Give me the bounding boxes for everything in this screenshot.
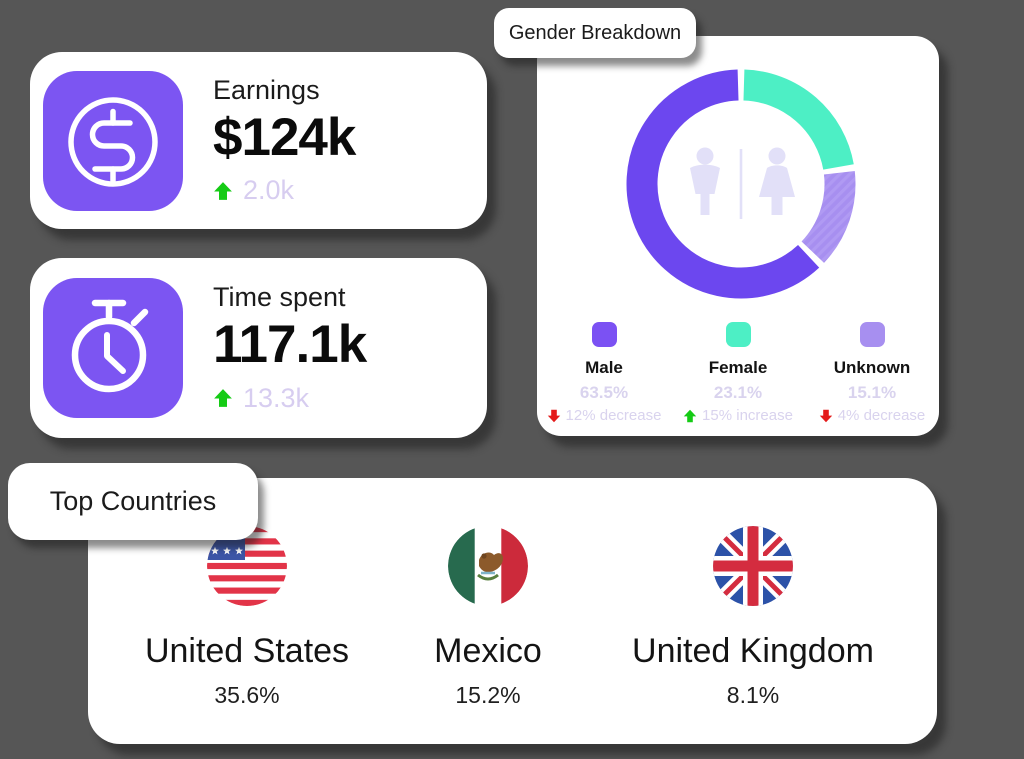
- stat-change: 2.0k: [213, 175, 355, 206]
- legend-label: Male: [585, 358, 623, 377]
- pill-text: Gender Breakdown: [508, 21, 682, 44]
- stat-label: Time spent: [213, 282, 346, 313]
- gender-donut-chart: [626, 69, 856, 299]
- country-name: Mexico: [434, 632, 542, 670]
- male-color-swatch: [591, 322, 617, 347]
- mexico-flag-icon: [448, 526, 528, 606]
- dollar-coin-icon: [43, 70, 183, 211]
- stat-value: $124k: [213, 107, 356, 167]
- country-item-united-kingdom: United Kingdom 8.1%: [608, 478, 898, 744]
- down-arrow-icon: [819, 409, 833, 423]
- time-spent-stat-card[interactable]: Time spent 117.1k 13.3k: [30, 258, 487, 438]
- up-arrow-icon: [213, 388, 233, 408]
- legend-change-text: 15% increase: [702, 407, 793, 424]
- legend-item-unknown[interactable]: Unknown 15.1% 4% decrease: [805, 322, 939, 424]
- stat-value: 117.1k: [213, 315, 367, 375]
- country-item-mexico: Mexico 15.2%: [408, 478, 568, 744]
- legend-item-male[interactable]: Male 63.5% 12% decrease: [537, 322, 671, 424]
- restroom-figures-icon: [690, 147, 795, 219]
- country-share: 8.1%: [726, 682, 780, 708]
- time-card-content: Time spent 117.1k 13.3k: [30, 258, 487, 438]
- country-item-united-states: United States 35.6%: [102, 478, 392, 744]
- country-share: 35.6%: [214, 682, 280, 708]
- earnings-text-block: Earnings $124k 2.0k: [213, 74, 356, 207]
- gender-legend: Male 63.5% 12% decrease Female 23.1% 15%…: [537, 322, 939, 424]
- unknown-color-swatch: [859, 322, 885, 347]
- stat-change-value: 2.0k: [243, 175, 295, 206]
- pill-text: Top Countries: [49, 486, 217, 516]
- earnings-stat-card[interactable]: Earnings $124k 2.0k: [30, 52, 487, 229]
- united-kingdom-flag-icon: [713, 526, 793, 606]
- donut-segment-unknown[interactable]: [801, 170, 856, 263]
- earnings-card-content: Earnings $124k 2.0k: [30, 52, 487, 229]
- stopwatch-icon: [43, 278, 183, 418]
- legend-percentage: 23.1%: [713, 383, 763, 402]
- down-arrow-icon: [547, 409, 561, 423]
- donut-segment-male[interactable]: [626, 69, 820, 299]
- legend-change: 4% decrease: [819, 407, 926, 424]
- up-arrow-icon: [213, 181, 233, 201]
- legend-change-text: 4% decrease: [837, 407, 926, 424]
- legend-percentage: 15.1%: [847, 383, 897, 402]
- top-countries-card[interactable]: United States 35.6% Mexico 15.2%: [88, 478, 937, 744]
- stat-label: Earnings: [213, 74, 320, 105]
- legend-change-text: 12% decrease: [565, 407, 662, 424]
- time-text-block: Time spent 117.1k 13.3k: [213, 282, 367, 414]
- legend-label: Female: [708, 358, 768, 377]
- legend-label: Unknown: [833, 358, 911, 377]
- country-name: United States: [144, 632, 350, 670]
- legend-change: 12% decrease: [547, 407, 662, 424]
- legend-percentage: 63.5%: [579, 383, 629, 402]
- legend-item-female[interactable]: Female 23.1% 15% increase: [671, 322, 805, 424]
- top-countries-title: Top Countries: [8, 463, 258, 540]
- donut-segment-female[interactable]: [742, 69, 854, 171]
- gender-breakdown-card[interactable]: Male 63.5% 12% decrease Female 23.1% 15%…: [537, 36, 939, 436]
- up-arrow-icon: [683, 409, 697, 423]
- stat-change-value: 13.3k: [243, 382, 310, 413]
- gender-breakdown-title: Gender Breakdown: [494, 8, 696, 58]
- country-name: United Kingdom: [632, 632, 874, 670]
- female-color-swatch: [725, 322, 751, 347]
- legend-change: 15% increase: [683, 407, 793, 424]
- country-share: 15.2%: [455, 682, 521, 708]
- united-states-flag-icon: [207, 526, 287, 606]
- stat-change: 13.3k: [213, 383, 366, 414]
